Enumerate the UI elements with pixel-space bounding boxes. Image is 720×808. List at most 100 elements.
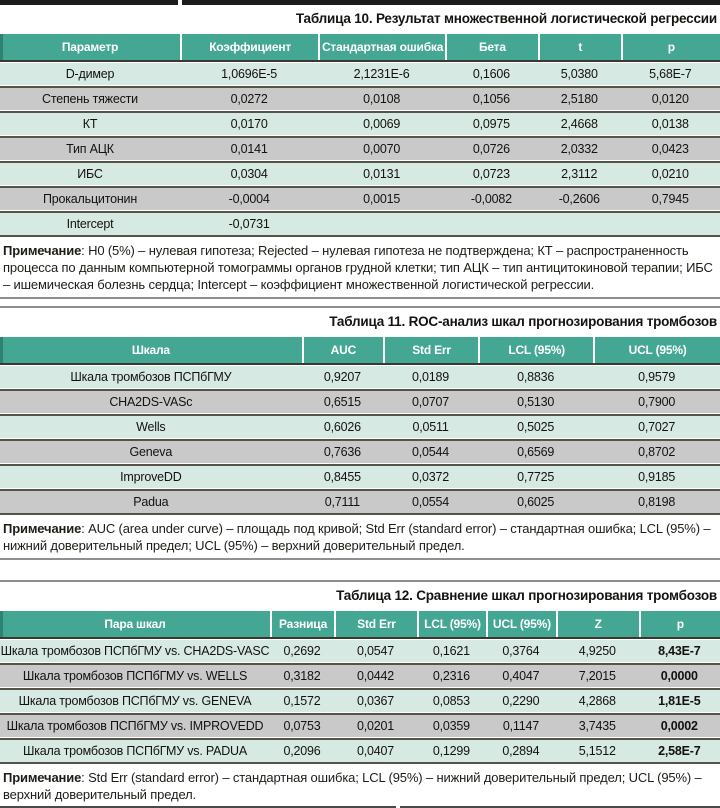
table-cell: 0,0108 [363, 92, 401, 106]
column-header: UCL (95%) [593, 337, 720, 363]
section-table-12: Таблица 12. Сравнение шкал прогнозирован… [0, 588, 720, 803]
table-cell: CHA2DS-VASc [109, 395, 193, 409]
table-cell: -0,0082 [470, 192, 512, 206]
column-header: Бета [444, 34, 538, 60]
column-header: LCL (95%) [478, 337, 593, 363]
table-cell: 0,6025 [517, 495, 555, 509]
divider-rule [0, 580, 720, 582]
table-row: Прокальцитонин -0,0004 0,0015 -0,0082 -0,260… [0, 186, 720, 210]
table-cell: 0,0723 [472, 167, 510, 181]
column-header: Коэффициент [180, 34, 318, 60]
top-divider-gap [178, 0, 182, 5]
table-row: ИБС 0,0304 0,0131 0,0723 2,3112 0,0210 [0, 161, 720, 185]
table-cell: -0,0004 [228, 192, 270, 206]
table-cell: 0,1606 [472, 67, 510, 81]
table-cell [445, 213, 538, 235]
table-row: Geneva 0,7636 0,0544 0,6569 0,8702 [0, 439, 720, 463]
table-row: Padua 0,7111 0,0554 0,6025 0,8198 [0, 489, 720, 513]
table-cell: Степень тяжести [42, 92, 138, 106]
table-cell: 4,2868 [578, 694, 616, 708]
section-divider [0, 558, 720, 582]
table-cell [538, 213, 621, 235]
table-cell: 1,81E-5 [658, 694, 701, 708]
table-row: Шкала тромбозов ПСПбГМУ 0,9207 0,0189 0,883… [0, 366, 720, 388]
column-header: Стандартная ошибка [318, 34, 445, 60]
regression-results-table: Параметр Коэффициент Стандартная ошибка Бет… [0, 34, 720, 237]
table-cell: 0,7725 [517, 470, 555, 484]
table-cell: 0,2692 [283, 644, 321, 658]
table-cell: 0,0120 [651, 92, 689, 106]
column-header: UCL (95%) [485, 611, 556, 637]
table-title: Таблица 11. ROC-анализ шкал прогнозирова… [329, 314, 717, 329]
column-header: t [537, 34, 621, 60]
table-cell: 0,7111 [324, 495, 360, 509]
table-cell: 0,0015 [363, 192, 401, 206]
table-cell: 2,58E-7 [658, 744, 701, 758]
column-header: Шкала [131, 343, 170, 357]
table-cell: ImproveDD [120, 470, 182, 484]
table-row: ImproveDD 0,8455 0,0372 0,7725 0,9185 [0, 464, 720, 488]
table-cell: 0,0853 [432, 694, 470, 708]
table-cell: 0,6515 [323, 395, 361, 409]
table-row: CHA2DS-VASc 0,6515 0,0707 0,5130 0,7900 [0, 389, 720, 413]
table-cell: 0,9185 [638, 470, 676, 484]
table-cell: 1,0696E-5 [221, 67, 278, 81]
table-title: Таблица 10. Результат множественной логи… [295, 11, 717, 26]
table-cell: 0,0975 [472, 117, 510, 131]
table-note: Примечание: AUC (area under curve) – пло… [3, 520, 717, 554]
roc-analysis-table: Шкала AUC Std Err LCL (95%) UCL (95%) Шкала … [0, 337, 720, 515]
column-header: p [638, 611, 720, 637]
table-note: Примечание: Std Err (standard error) – с… [3, 769, 717, 803]
column-header: Пара шкал [104, 617, 166, 631]
column-header: p [620, 34, 720, 60]
note-text: : Std Err (standard error) – стандартная… [3, 770, 702, 802]
table-cell: 0,0359 [432, 719, 470, 733]
table-cell: Шкала тромбозов ПСПбГМУ [70, 370, 232, 384]
note-label: Примечание [3, 521, 82, 536]
table-cell: 0,1621 [432, 644, 470, 658]
table-cell: 0,5130 [517, 395, 555, 409]
table-cell: 0,9207 [323, 370, 361, 384]
note-label: Примечание [3, 243, 82, 258]
table-cell: 0,0000 [660, 669, 698, 683]
table-cell: 0,0304 [230, 167, 268, 181]
table-cell: 8,43E-7 [658, 644, 701, 658]
table-cell: 0,3764 [502, 644, 540, 658]
table-cell: 0,0753 [283, 719, 321, 733]
table-cell: Тип АЦК [66, 142, 114, 156]
table-body: Шкала тромбозов ПСПбГМУ vs. CHA2DS-VASC 0… [0, 640, 720, 762]
table-cell: 7,2015 [578, 669, 616, 683]
table-cell: 0,2290 [502, 694, 540, 708]
table-cell: 0,0511 [412, 420, 449, 434]
table-row: Шкала тромбозов ПСПбГМУ vs. WELLS 0,3182 0… [0, 663, 720, 687]
table-cell: 0,0372 [412, 470, 450, 484]
table-cell: 0,1572 [283, 694, 321, 708]
note-label: Примечание [3, 770, 82, 785]
table-cell: 5,68E-7 [649, 67, 692, 81]
table-header-row: Пара шкал Разница Std Err LCL (95%) UCL (95%… [0, 611, 720, 639]
table-cell: 0,0131 [363, 167, 401, 181]
table-cell: Wells [136, 420, 166, 434]
table-cell: 0,8198 [638, 495, 676, 509]
divider-rule [0, 297, 720, 299]
table-cell: 0,1299 [432, 744, 470, 758]
table-cell: 0,9579 [638, 370, 676, 384]
table-cell: 0,2894 [502, 744, 540, 758]
table-body: Шкала тромбозов ПСПбГМУ 0,9207 0,0189 0,883… [0, 366, 720, 513]
table-title: Таблица 12. Сравнение шкал прогнозирован… [336, 588, 717, 603]
table-cell: Шкала тромбозов ПСПбГМУ vs. WELLS [22, 669, 248, 683]
table-row: Wells 0,6026 0,0511 0,5025 0,7027 [0, 414, 720, 438]
table-cell: Padua [133, 495, 169, 509]
table-cell: 0,2096 [283, 744, 321, 758]
table-cell: 0,0138 [651, 117, 689, 131]
table-cell: Прокальцитонин [42, 192, 138, 206]
table-cell: Geneva [129, 445, 173, 459]
table-cell: 2,5180 [560, 92, 598, 106]
table-cell: 0,8455 [323, 470, 361, 484]
table-cell: 0,7945 [651, 192, 689, 206]
table-cell: 0,1056 [472, 92, 510, 106]
table-cell: 0,0272 [230, 92, 268, 106]
scale-comparison-table: Пара шкал Разница Std Err LCL (95%) UCL (95%… [0, 611, 720, 764]
table-cell: 0,8836 [517, 370, 555, 384]
table-cell: 0,0141 [230, 142, 268, 156]
